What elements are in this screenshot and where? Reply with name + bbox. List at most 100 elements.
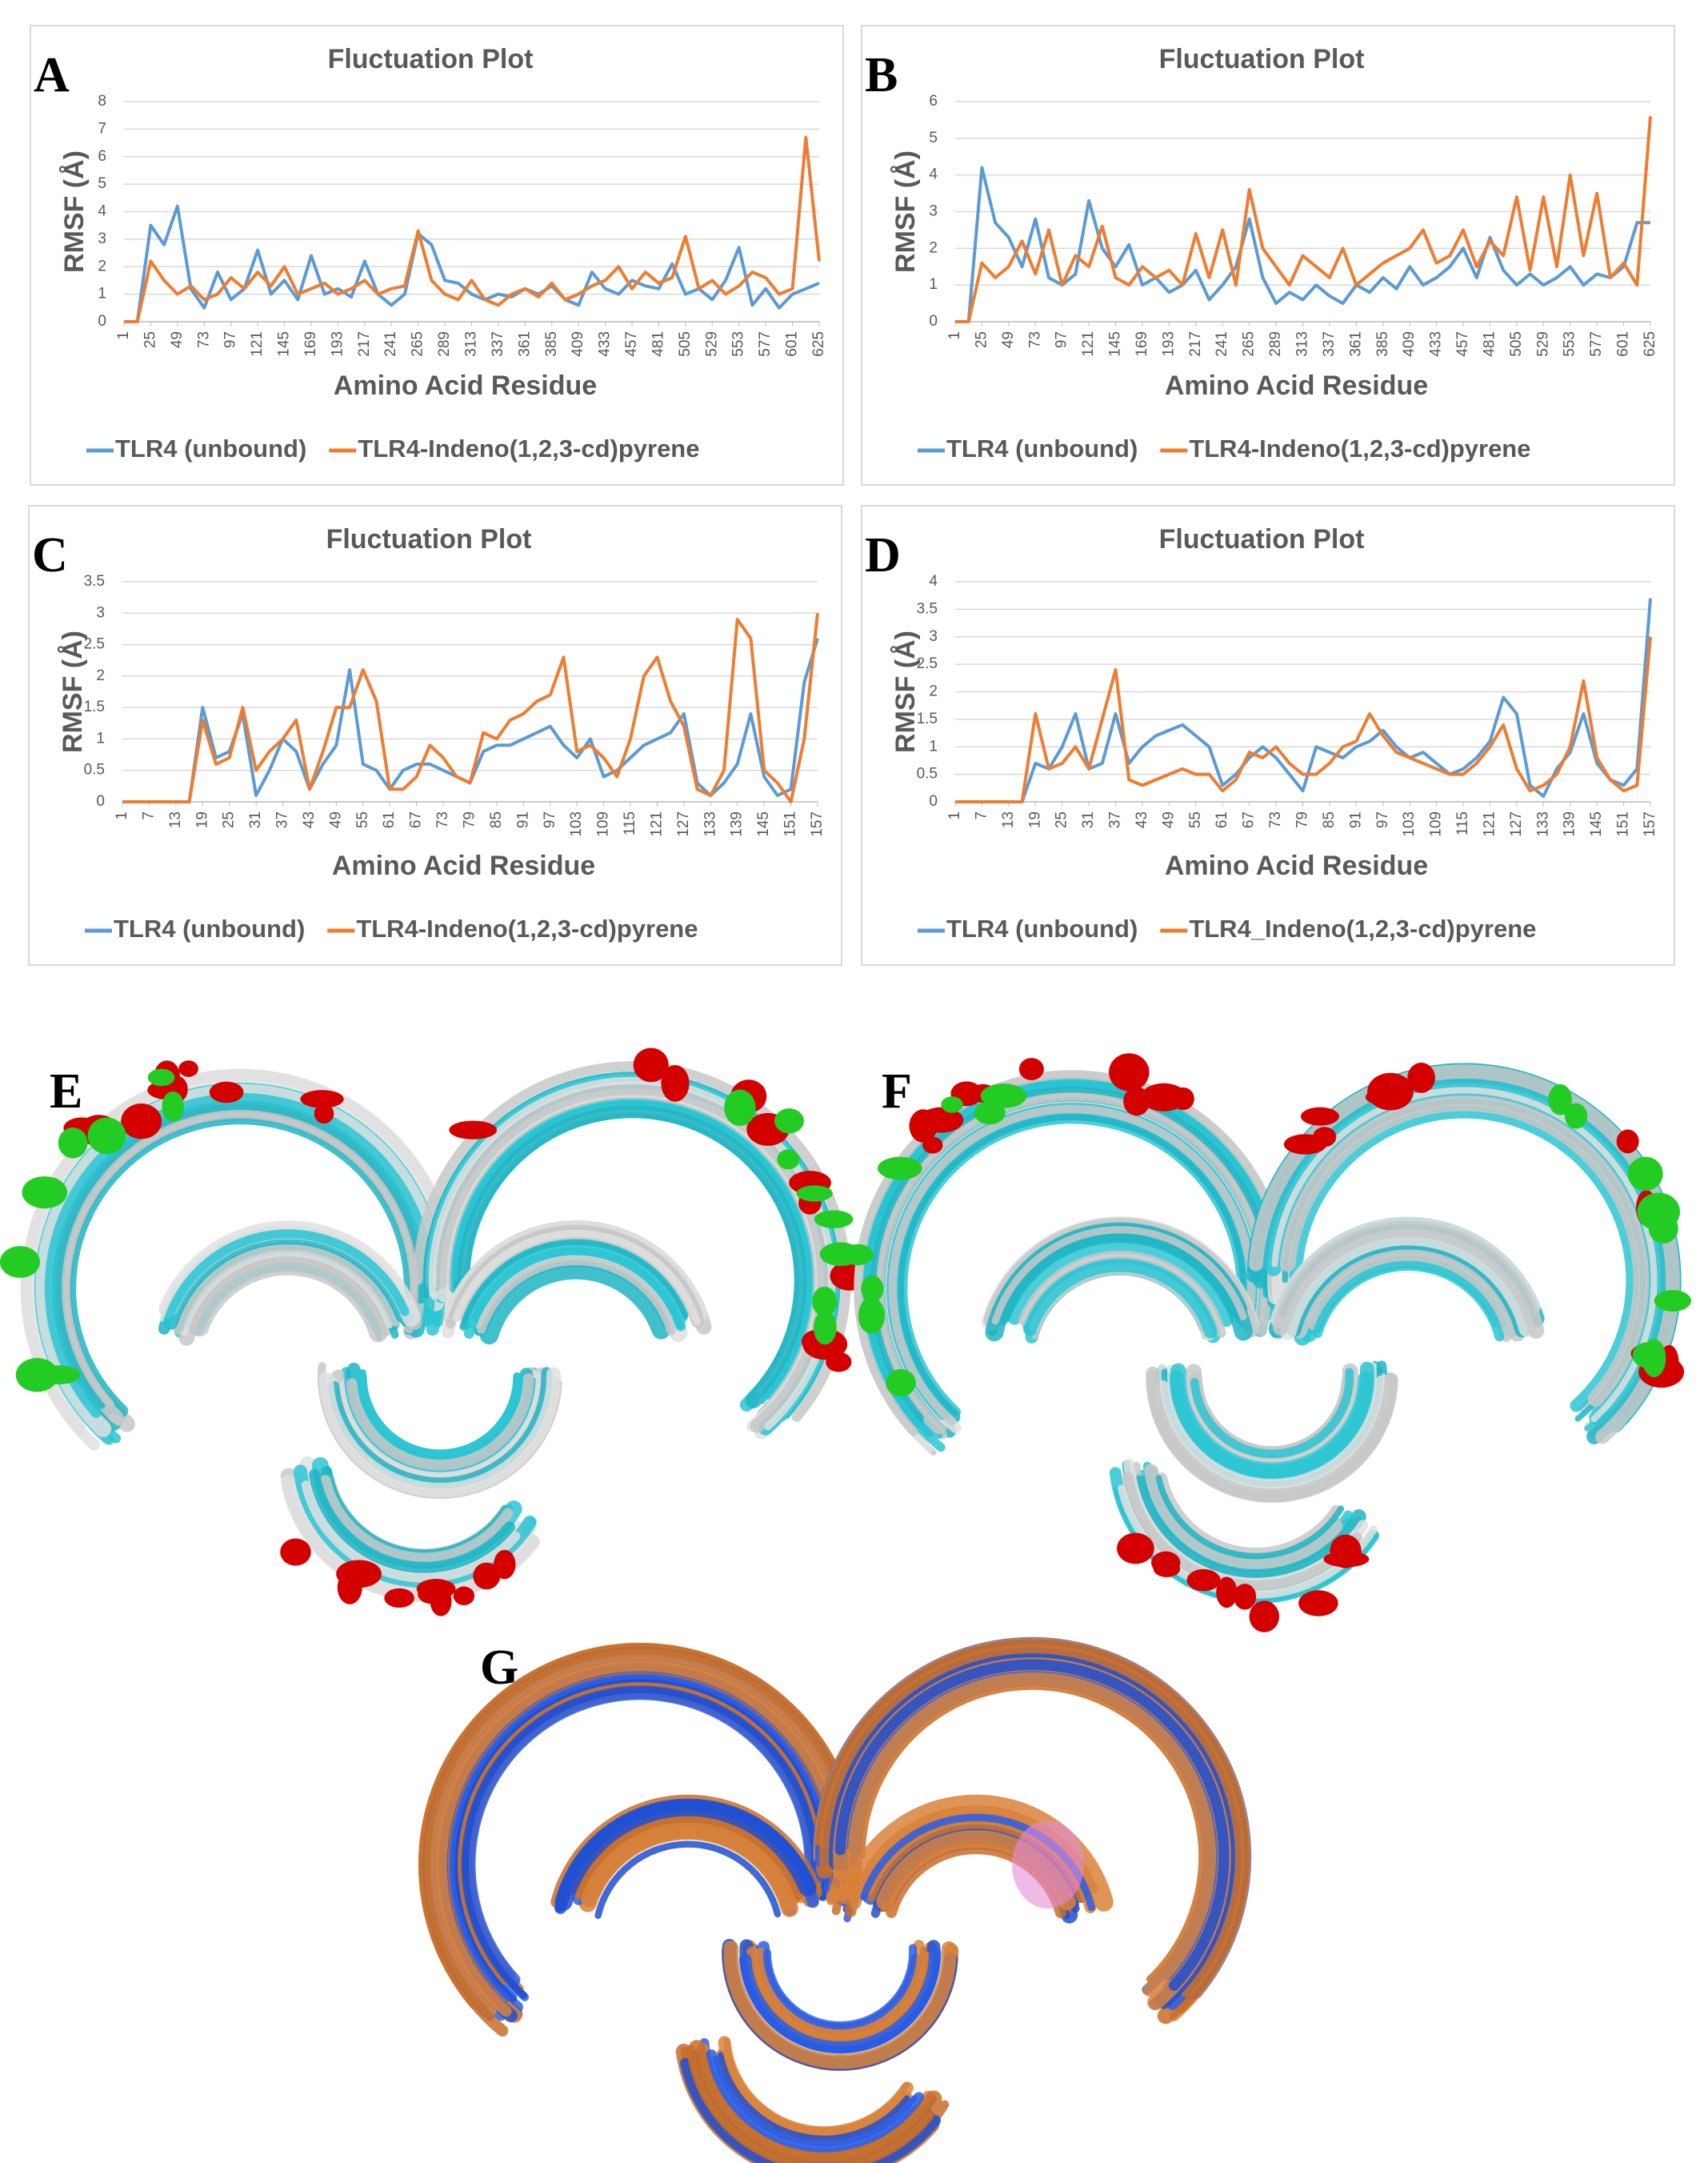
protein-loop (826, 1352, 852, 1372)
chart-title: Fluctuation Plot (1159, 524, 1365, 555)
protein-ribbon (453, 1101, 811, 1409)
protein-loop (121, 1104, 162, 1140)
protein-ribbon (54, 1103, 426, 1409)
protein-loop (1548, 1084, 1572, 1116)
protein-loop (858, 1297, 886, 1334)
y-tick-label: 1 (98, 286, 106, 302)
protein-ribbon (1271, 1087, 1658, 1423)
x-tick-label: 577 (757, 331, 774, 357)
x-tick-label: 7 (140, 811, 157, 820)
y-tick-label: 4 (98, 203, 106, 220)
x-tick-label: 121 (648, 811, 665, 837)
x-tick-label: 313 (1294, 331, 1311, 357)
x-tick-label: 139 (1562, 811, 1578, 837)
x-tick-label: 169 (1134, 331, 1150, 357)
legend-label: TLR4-Indeno(1,2,3-cd)pyrene (358, 435, 699, 463)
x-tick-label: 19 (194, 811, 210, 828)
protein-ribbon (174, 1241, 400, 1335)
x-tick-label: 337 (1321, 331, 1338, 357)
x-tick-label: 133 (702, 811, 718, 837)
x-tick-label: 1 (114, 811, 130, 820)
y-tick-label: 5 (98, 175, 106, 192)
y-tick-label: 1.5 (917, 711, 938, 727)
y-tick-label: 1 (929, 738, 938, 755)
protein-ribbon (62, 1110, 418, 1408)
protein-loop (178, 1060, 198, 1077)
protein-ribbon (1023, 1258, 1218, 1339)
y-tick-label: 7 (98, 120, 106, 137)
x-tick-label: 73 (1267, 811, 1284, 828)
x-tick-label: 43 (1134, 811, 1150, 828)
protein-ribbon (479, 1260, 671, 1345)
y-tick-label: 1 (929, 276, 938, 293)
protein-loop (1216, 1576, 1238, 1608)
x-tick-label: 157 (809, 811, 826, 837)
protein-loop (1654, 1290, 1691, 1312)
x-tick-label: 79 (462, 811, 478, 828)
x-tick-label: 19 (1026, 811, 1043, 828)
protein-loop (811, 1286, 838, 1317)
protein-ribbon (834, 1659, 1230, 1991)
x-tick-label: 361 (516, 331, 533, 357)
protein-loop (814, 1210, 854, 1228)
protein-loop (1330, 1534, 1362, 1568)
ligand-surface (1012, 1821, 1084, 1909)
protein-ribbon (476, 1256, 676, 1336)
x-tick-label: 49 (327, 811, 344, 828)
series-line (955, 116, 1652, 323)
x-tick-label: 577 (1588, 331, 1605, 357)
panel-label: G (480, 1640, 518, 1695)
protein-loop (1365, 1088, 1407, 1106)
x-tick-label: 25 (142, 331, 158, 348)
x-tick-label: 73 (1026, 331, 1043, 348)
chart-panel: D Fluctuation Plot 0 0.5 1 1.5 2 2.5 3 3.5 4 1 7 13 19… (861, 505, 1675, 966)
y-tick-label: 2 (929, 683, 938, 700)
x-tick-label: 67 (408, 811, 425, 828)
y-tick-label: 2.5 (84, 636, 105, 653)
protein-ribbon (746, 1946, 934, 2046)
legend-label: TLR4 (unbound) (115, 435, 306, 463)
protein-loop (1301, 1107, 1339, 1126)
protein-figure (0, 1047, 878, 1616)
legend-label: TLR4 (unbound) (114, 915, 305, 943)
x-tick-label: 97 (1374, 811, 1391, 828)
x-tick-label: 73 (434, 811, 451, 828)
protein-ribbon (888, 1104, 1256, 1426)
protein-ribbon (723, 1941, 957, 2069)
protein-loop (941, 1096, 963, 1113)
x-tick-label: 67 (1241, 811, 1258, 828)
protein-figure (418, 1636, 1252, 2163)
x-axis-title: Amino Acid Residue (1165, 371, 1428, 401)
protein-loop (453, 1586, 475, 1606)
y-tick-label: 3 (929, 203, 938, 220)
protein-ribbon (318, 1367, 562, 1498)
protein-loop (1283, 1134, 1327, 1155)
protein-loop (15, 1357, 58, 1392)
x-tick-label: 193 (329, 331, 346, 357)
x-tick-label: 43 (301, 811, 318, 828)
x-tick-label: 103 (1401, 811, 1418, 837)
chart-title: Fluctuation Plot (1159, 44, 1365, 74)
x-tick-label: 115 (622, 811, 638, 835)
protein-loop (147, 1068, 175, 1087)
y-tick-label: 0 (929, 793, 938, 810)
protein-ribbon (1018, 1250, 1226, 1338)
x-tick-label: 103 (568, 811, 585, 837)
y-tick-label: 0 (96, 793, 105, 810)
series-line (955, 636, 1652, 803)
protein-loop (661, 1064, 690, 1102)
protein-ribbon (309, 1468, 515, 1573)
y-axis-title: RMSF (Å) (58, 631, 88, 753)
x-tick-label: 265 (1241, 331, 1258, 357)
protein-loop (300, 1090, 344, 1108)
x-tick-label: 115 (1454, 811, 1471, 835)
protein-loop (1153, 1560, 1181, 1577)
x-tick-label: 31 (247, 811, 264, 828)
protein-loop (1648, 1213, 1678, 1244)
x-axis-title: Amino Acid Residue (1165, 851, 1428, 881)
x-tick-label: 79 (1294, 811, 1311, 828)
x-tick-label: 37 (1107, 811, 1124, 828)
protein-ribbon (762, 1944, 918, 2030)
x-tick-label: 625 (1642, 331, 1658, 357)
